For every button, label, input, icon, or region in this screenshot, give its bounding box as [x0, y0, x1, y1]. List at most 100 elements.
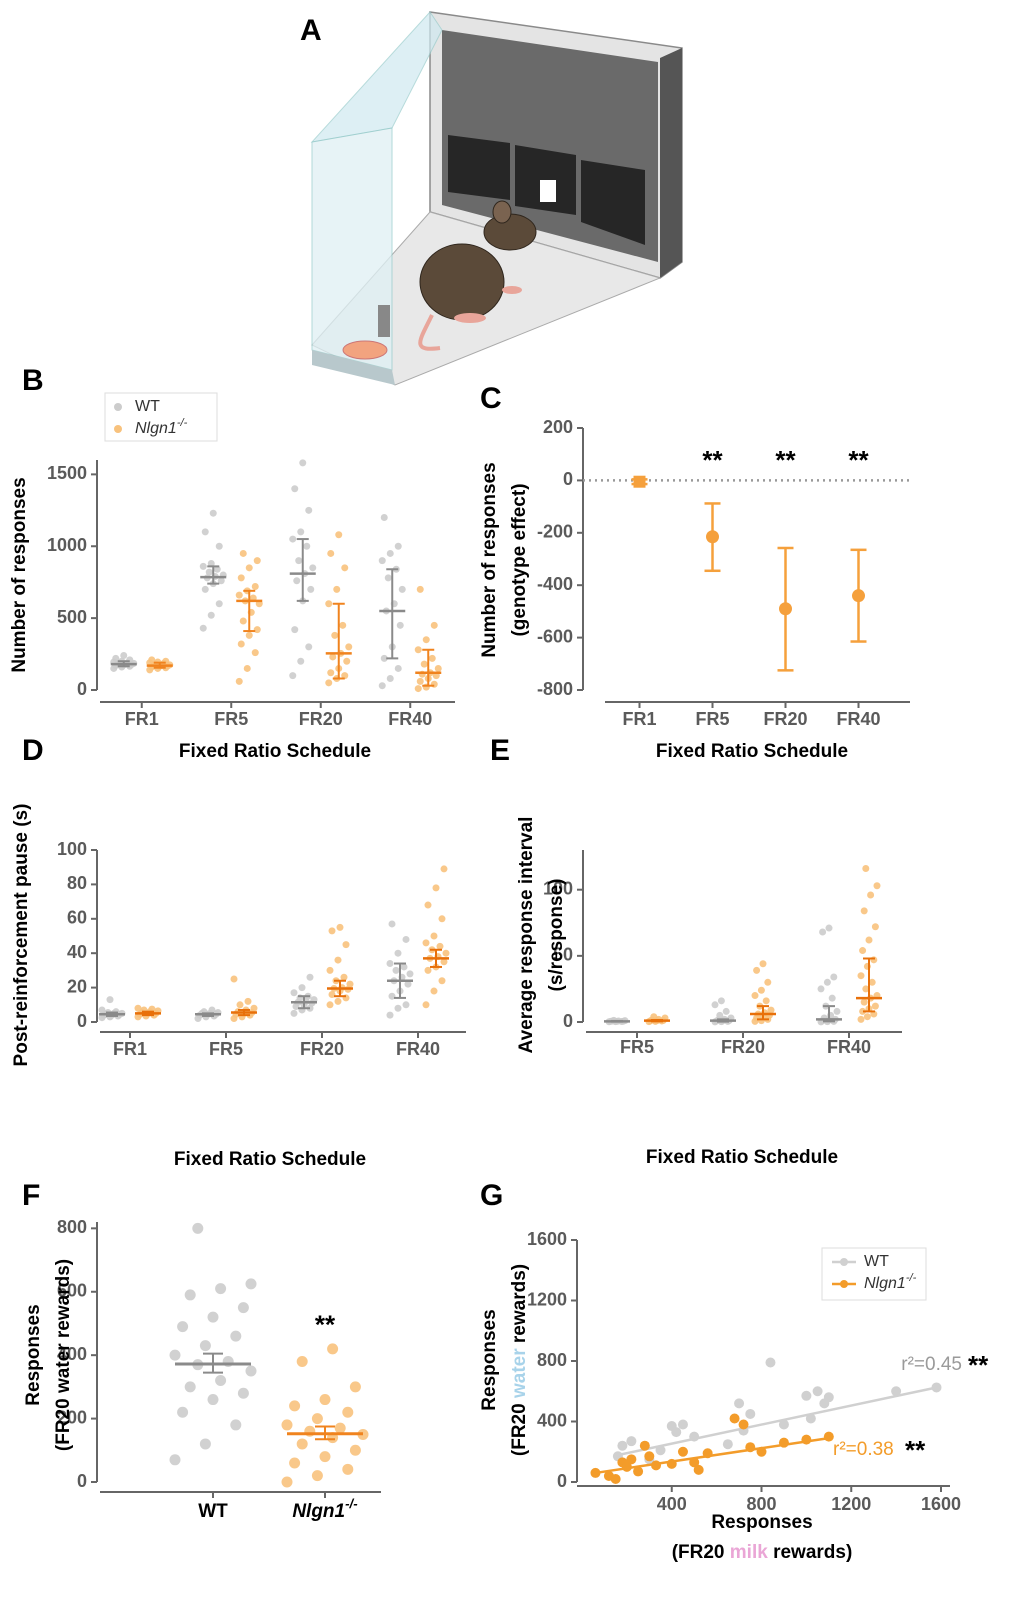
data-point: [693, 1464, 704, 1475]
data-point: [239, 549, 247, 557]
data-point: [201, 528, 209, 536]
x-tick-label: FR40: [836, 709, 880, 729]
data-point: [738, 1419, 749, 1430]
y-axis-label: Average response interval: [516, 817, 537, 1054]
data-point: [297, 528, 305, 536]
x-tick-label: FR20: [300, 1039, 344, 1059]
name-superscript: -/-: [177, 417, 188, 429]
y-tick-label: 600: [57, 1281, 87, 1301]
data-point: [343, 657, 351, 665]
x-tick-label: FR5: [620, 1037, 654, 1057]
data-point: [380, 654, 388, 662]
annotation: **: [848, 445, 869, 475]
stimulus: [540, 180, 556, 202]
data-point: [326, 966, 334, 974]
data-point: [328, 927, 336, 935]
data-point: [295, 557, 303, 565]
box-base: [312, 350, 395, 385]
legend-marker: [840, 1258, 848, 1266]
y-tick-label: 100: [543, 878, 573, 898]
panel-a-illustration: A: [300, 11, 683, 386]
legend-marker: [114, 403, 122, 411]
y-tick-label: 1600: [527, 1229, 567, 1249]
data-point: [253, 626, 261, 634]
panel-label: D: [22, 734, 44, 767]
annotation: **: [315, 1310, 336, 1340]
y-tick-label: 0: [77, 679, 87, 699]
data-point: [430, 987, 438, 995]
data-point: [134, 1004, 142, 1012]
mouse-body: [419, 243, 505, 321]
fit-line: [615, 1386, 937, 1457]
data-point: [177, 1406, 189, 1418]
data-point: [828, 994, 836, 1002]
data-point: [860, 998, 868, 1006]
y-tick-label: 800: [57, 1217, 87, 1237]
panel-label: B: [22, 364, 44, 397]
data-point: [434, 664, 442, 672]
data-point: [98, 1006, 106, 1014]
data-point: [860, 907, 868, 915]
chamber-side: [660, 48, 682, 278]
data-point: [396, 621, 404, 629]
data-point: [215, 1375, 227, 1387]
legend-marker: [114, 425, 122, 433]
data-point: [207, 1394, 219, 1406]
data-point: [764, 978, 772, 986]
mouse-tail: [418, 314, 441, 351]
data-point: [857, 1015, 865, 1023]
data-point: [386, 960, 394, 968]
data-point: [424, 901, 432, 909]
name-text: WT: [135, 398, 160, 415]
data-point: [201, 585, 209, 593]
data-point: [329, 653, 337, 661]
y-tick-label: 20: [67, 976, 87, 996]
name-text: Nlgn1: [864, 1275, 906, 1292]
name-superscript: -/-: [345, 1496, 358, 1511]
data-point: [305, 643, 313, 651]
data-point: [430, 680, 438, 688]
data-point: [823, 1392, 834, 1403]
data-point: [440, 865, 448, 873]
data-point: [336, 923, 344, 931]
data-point: [722, 1439, 733, 1450]
data-point: [325, 679, 333, 687]
data-point: [626, 1436, 637, 1447]
data-point: [207, 560, 215, 567]
data-point: [388, 992, 396, 1000]
data-point: [650, 1013, 658, 1021]
data-point: [293, 577, 301, 585]
x-tick-label: FR20: [721, 1037, 765, 1057]
data-point: [422, 1001, 430, 1009]
y-tick-label: 0: [557, 1471, 567, 1491]
data-point: [349, 1381, 361, 1393]
data-point: [251, 649, 259, 657]
x-axis-label-part: (FR20: [672, 1542, 730, 1563]
panel-label: A: [300, 14, 322, 47]
name-label: WT: [864, 1253, 889, 1270]
panel-label: G: [480, 1179, 503, 1212]
data-point: [801, 1390, 812, 1401]
data-point: [207, 1311, 219, 1323]
data-point: [177, 1321, 189, 1333]
data-point: [422, 636, 430, 644]
data-point: [106, 996, 114, 1004]
data-point: [299, 459, 307, 467]
data-point: [235, 591, 243, 599]
data-point: [633, 1466, 644, 1477]
data-point: [245, 564, 253, 572]
data-point: [237, 640, 245, 648]
data-point: [309, 564, 317, 572]
data-point: [402, 1001, 410, 1009]
data-point: [868, 978, 876, 986]
x-tick-label: FR40: [396, 1039, 440, 1059]
data-point: [432, 884, 440, 892]
data-point: [289, 1400, 301, 1412]
data-point: [762, 997, 770, 1005]
y-tick-label: 50: [553, 945, 573, 965]
data-point: [626, 1454, 637, 1465]
significance: **: [968, 1350, 989, 1380]
data-point: [215, 600, 223, 608]
data-point: [402, 935, 410, 943]
mouse-head: [483, 213, 537, 251]
